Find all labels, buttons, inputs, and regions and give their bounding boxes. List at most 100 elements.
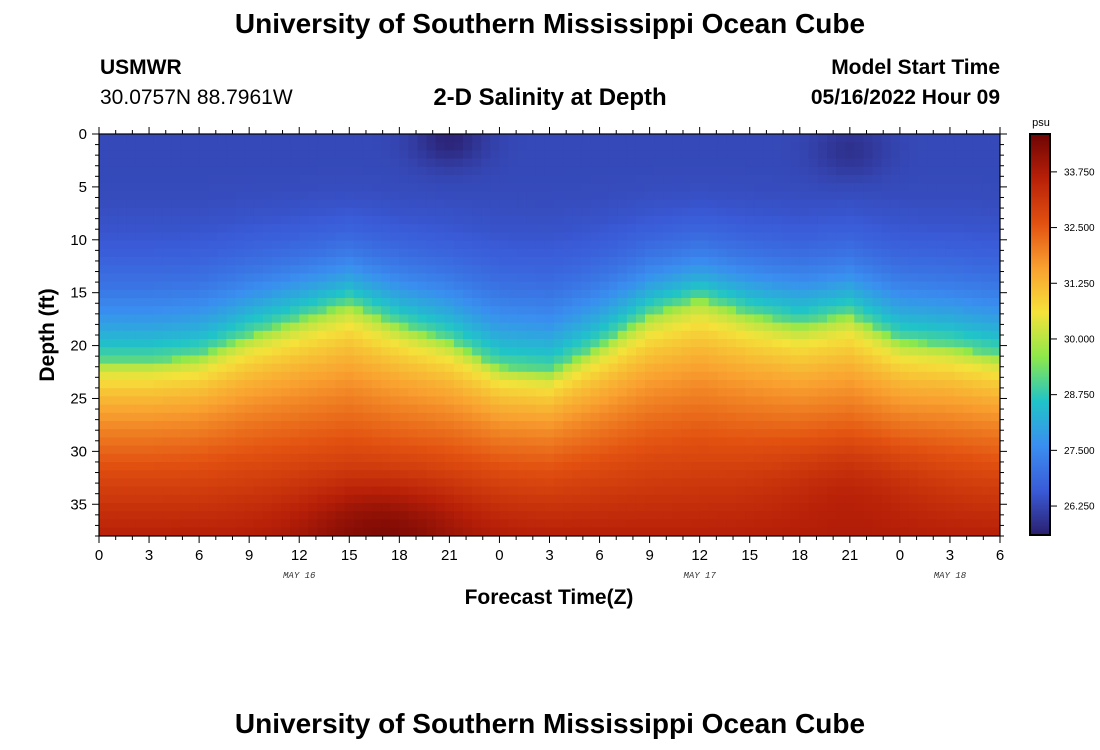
heatmap-cell bbox=[799, 207, 810, 217]
heatmap-cell bbox=[108, 248, 118, 258]
heatmap-cell bbox=[754, 486, 764, 496]
heatmap-cell bbox=[626, 511, 637, 520]
heatmap-cell bbox=[927, 289, 937, 299]
heatmap-cell bbox=[563, 289, 573, 299]
heatmap-cell bbox=[262, 240, 273, 250]
heatmap-cell bbox=[381, 216, 391, 225]
heatmap-cell bbox=[781, 453, 792, 463]
heatmap-cell bbox=[171, 404, 182, 414]
heatmap-cell bbox=[663, 371, 673, 381]
heatmap-cell bbox=[271, 306, 282, 315]
heatmap-cell bbox=[372, 191, 382, 201]
heatmap-cell bbox=[235, 429, 246, 438]
heatmap-cell bbox=[890, 494, 901, 504]
heatmap-cell bbox=[590, 486, 601, 496]
heatmap-cell bbox=[581, 322, 591, 332]
heatmap-cell bbox=[435, 404, 446, 414]
heatmap-cell bbox=[117, 494, 127, 504]
heatmap-cell bbox=[635, 224, 646, 233]
heatmap-cell bbox=[681, 183, 692, 192]
heatmap-cell bbox=[936, 462, 946, 471]
heatmap-cell bbox=[472, 207, 482, 217]
heatmap-cell bbox=[290, 207, 300, 217]
heatmap-cell bbox=[481, 355, 491, 365]
heatmap-cell bbox=[362, 150, 373, 160]
heatmap-cell bbox=[372, 437, 382, 447]
heatmap-cell bbox=[508, 437, 519, 447]
heatmap-cell bbox=[235, 183, 246, 192]
heatmap-cell bbox=[608, 453, 619, 463]
heatmap-cell bbox=[390, 355, 400, 365]
heatmap-cell bbox=[954, 445, 965, 455]
heatmap-cell bbox=[754, 412, 764, 422]
heatmap-cell bbox=[963, 527, 974, 536]
heatmap-cell bbox=[808, 412, 819, 422]
heatmap-cell bbox=[918, 363, 928, 373]
heatmap-cell bbox=[817, 216, 828, 225]
heatmap-cell bbox=[681, 453, 692, 463]
heatmap-cell bbox=[290, 314, 300, 324]
heatmap-cell bbox=[199, 527, 209, 536]
heatmap-cell bbox=[845, 527, 855, 536]
heatmap-cell bbox=[690, 134, 701, 143]
heatmap-cell bbox=[681, 248, 692, 258]
heatmap-cell bbox=[763, 257, 773, 266]
heatmap-cell bbox=[544, 191, 555, 201]
heatmap-cell bbox=[645, 257, 655, 266]
heatmap-cell bbox=[271, 511, 282, 520]
heatmap-cell bbox=[444, 248, 455, 258]
heatmap-cell bbox=[235, 298, 246, 307]
heatmap-cell bbox=[399, 511, 409, 520]
heatmap-cell bbox=[353, 240, 364, 250]
heatmap-cell bbox=[881, 412, 892, 422]
heatmap-cell bbox=[344, 183, 355, 192]
heatmap-cell bbox=[854, 232, 864, 242]
heatmap-cell bbox=[417, 257, 428, 266]
heatmap-cell bbox=[463, 248, 473, 258]
heatmap-cell bbox=[426, 314, 437, 324]
heatmap-cell bbox=[353, 199, 364, 209]
heatmap-cell bbox=[663, 494, 673, 504]
heatmap-cell bbox=[872, 511, 883, 520]
heatmap-cell bbox=[444, 421, 455, 430]
heatmap-cell bbox=[854, 371, 864, 381]
heatmap-cell bbox=[326, 347, 337, 356]
heatmap-cell bbox=[990, 396, 1000, 406]
heatmap-cell bbox=[490, 216, 500, 225]
heatmap-cell bbox=[599, 527, 610, 536]
heatmap-cell bbox=[381, 314, 391, 324]
heatmap-cell bbox=[981, 314, 992, 324]
heatmap-cell bbox=[463, 216, 473, 225]
heatmap-cell bbox=[863, 224, 874, 233]
heatmap-cell bbox=[672, 240, 682, 250]
heatmap-cell bbox=[444, 175, 455, 184]
heatmap-cell bbox=[836, 355, 846, 365]
heatmap-cell bbox=[563, 281, 573, 291]
heatmap-cell bbox=[335, 224, 346, 233]
heatmap-cell bbox=[572, 298, 582, 307]
heatmap-cell bbox=[171, 191, 182, 201]
heatmap-cell bbox=[108, 519, 118, 529]
heatmap-cell bbox=[308, 273, 318, 283]
heatmap-cell bbox=[590, 363, 601, 373]
heatmap-cell bbox=[253, 330, 264, 340]
heatmap-cell bbox=[299, 134, 309, 143]
heatmap-cell bbox=[308, 199, 318, 209]
heatmap-cell bbox=[699, 445, 710, 455]
heatmap-cell bbox=[645, 421, 655, 430]
heatmap-cell bbox=[535, 158, 546, 168]
heatmap-cell bbox=[954, 470, 965, 479]
heatmap-cell bbox=[344, 224, 355, 233]
heatmap-cell bbox=[544, 158, 555, 168]
heatmap-cell bbox=[972, 298, 983, 307]
heatmap-cell bbox=[453, 158, 464, 168]
heatmap-cell bbox=[635, 199, 646, 209]
heatmap-cell bbox=[435, 494, 446, 504]
heatmap-cell bbox=[590, 494, 601, 504]
heatmap-cell bbox=[617, 199, 628, 209]
heatmap-cell bbox=[672, 486, 682, 496]
heatmap-cell bbox=[453, 494, 464, 504]
heatmap-cell bbox=[954, 396, 965, 406]
heatmap-cell bbox=[408, 134, 419, 143]
heatmap-cell bbox=[299, 470, 309, 479]
